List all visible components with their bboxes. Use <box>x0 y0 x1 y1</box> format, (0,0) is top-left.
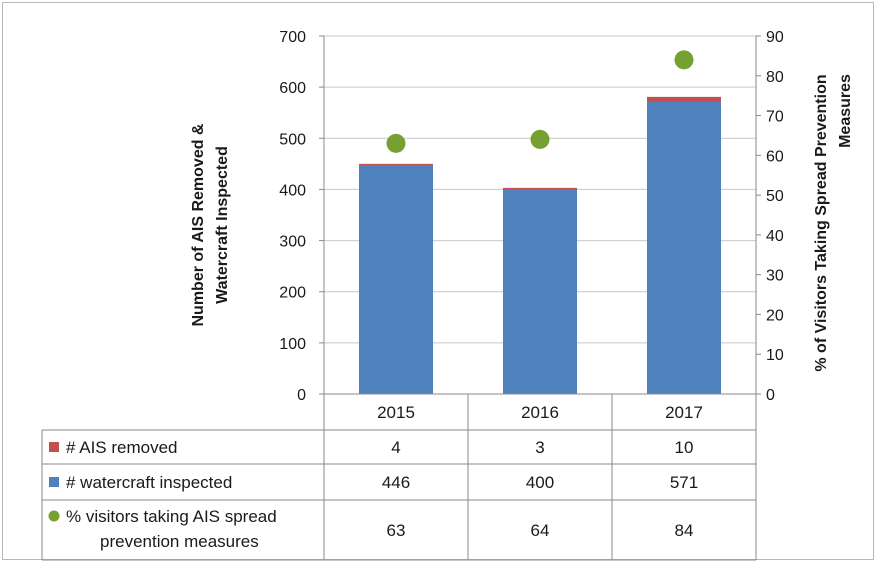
legend-label: prevention measures <box>100 532 259 551</box>
bar-2015-watercraft-inspected <box>359 165 433 394</box>
bar-2015-ais-removed <box>359 163 433 166</box>
y2-tick-label: 30 <box>766 268 784 285</box>
point-2015-visitors-pct <box>386 133 406 153</box>
data-label: 3 <box>535 438 544 457</box>
y-tick-label: 600 <box>279 80 306 97</box>
y2-tick-label: 90 <box>766 29 784 46</box>
y-tick-label: 500 <box>279 131 306 148</box>
bar-2017-watercraft-inspected <box>647 101 721 394</box>
legend-label: % visitors taking AIS spread <box>66 507 277 526</box>
data-label: 10 <box>675 438 694 457</box>
points <box>386 50 694 153</box>
data-label: 400 <box>526 473 554 492</box>
legend-label: # watercraft inspected <box>66 473 232 492</box>
x-tick-label: 2016 <box>521 403 559 422</box>
legend-label: # AIS removed <box>66 438 178 457</box>
axes: 0 100 200 300 400 500 600 700 0 10 20 30 40 50 60 70 80 9… <box>279 29 784 430</box>
bar-2016-watercraft-inspected <box>503 189 577 394</box>
y2-tick-label: 40 <box>766 228 784 245</box>
bar-2017-ais-removed <box>647 96 721 102</box>
legend-marker <box>48 510 60 522</box>
y2-axis-title: % of Visitors Taking Spread Prevention <box>813 74 830 371</box>
y-tick-label: 700 <box>279 29 306 46</box>
y2-tick-label: 20 <box>766 307 784 324</box>
axis-titles: Number of AIS Removed & Watercraft Inspec… <box>190 74 854 372</box>
y2-tick-label: 70 <box>766 109 784 126</box>
data-label: 63 <box>387 521 406 540</box>
y2-tick-label: 0 <box>766 387 775 404</box>
y2-axis-title: Measures <box>837 74 854 148</box>
bars <box>359 96 721 394</box>
point-2017-visitors-pct <box>674 50 694 70</box>
data-label: 4 <box>391 438 400 457</box>
y-tick-label: 100 <box>279 336 306 353</box>
y-tick-label: 0 <box>297 387 306 404</box>
legend-marker <box>49 477 59 487</box>
y-axis-title: Number of AIS Removed & <box>190 123 207 326</box>
legend-marker <box>49 442 59 452</box>
data-label: 84 <box>675 521 694 540</box>
point-2016-visitors-pct <box>530 129 550 149</box>
y2-tick-label: 50 <box>766 188 784 205</box>
x-tick-label: 2015 <box>377 403 415 422</box>
y2-tick-label: 10 <box>766 347 784 364</box>
y2-tick-label: 80 <box>766 69 784 86</box>
data-label: 446 <box>382 473 410 492</box>
y-tick-label: 400 <box>279 182 306 199</box>
y2-tick-label: 60 <box>766 148 784 165</box>
y-tick-label: 200 <box>279 285 306 302</box>
y-tick-label: 300 <box>279 234 306 251</box>
data-label: 571 <box>670 473 698 492</box>
x-tick-label: 2017 <box>665 403 703 422</box>
data-label: 64 <box>531 521 550 540</box>
data-table: 2015 2016 2017 # AIS removed 4 3 10 # watercraf… <box>41 394 757 561</box>
y-axis-title: Watercraft Inspected <box>214 146 231 304</box>
bar-2016-ais-removed <box>503 187 577 190</box>
